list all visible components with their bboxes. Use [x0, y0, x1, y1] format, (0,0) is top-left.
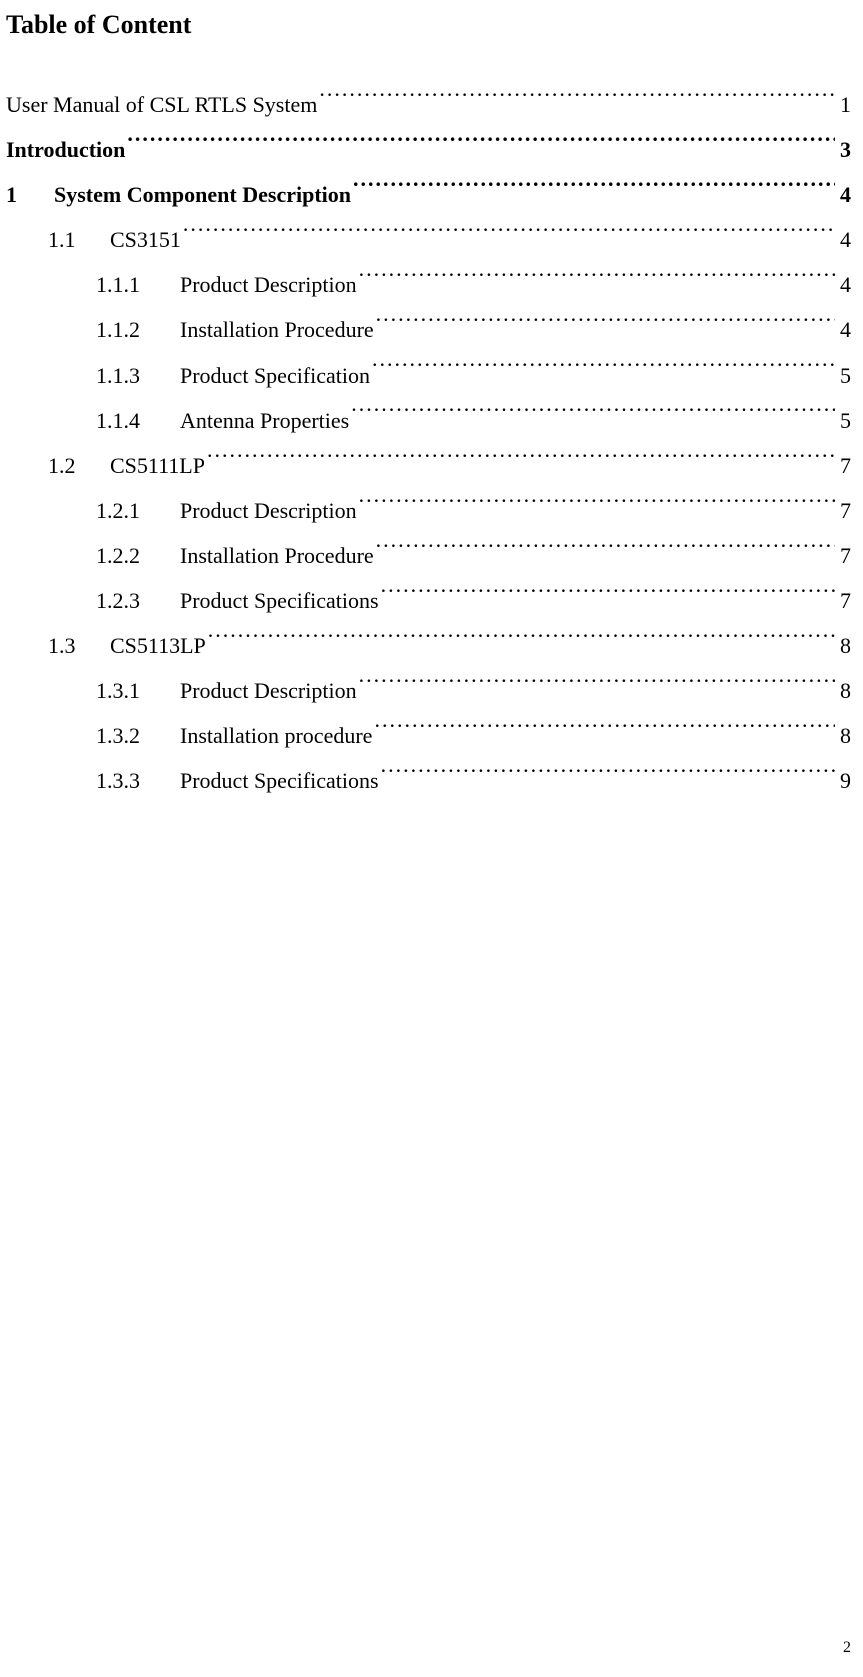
- toc-entry: User Manual of CSL RTLS System 1: [6, 82, 851, 127]
- toc-entry: 1System Component Description 4: [6, 172, 851, 217]
- toc-entry-page: 7: [837, 533, 851, 578]
- toc-entry: 1.1.4Antenna Properties 5: [6, 398, 851, 443]
- toc-entry-label: Product Specification: [180, 353, 370, 398]
- toc-entry-number: 1.3.3: [96, 758, 180, 803]
- toc-entry-label: CS5111LP: [110, 443, 205, 488]
- toc-entry-label: Installation Procedure: [180, 533, 374, 578]
- toc-entry-number: 1.3.1: [96, 668, 180, 713]
- toc-entry-page: 9: [837, 758, 851, 803]
- toc-entry-number: 1.3.2: [96, 713, 180, 758]
- toc-leader-dots: [359, 268, 835, 292]
- toc-entry-label: Installation Procedure: [180, 307, 374, 352]
- toc-entry-label: Product Description: [180, 668, 357, 713]
- toc-leader-dots: [359, 494, 835, 518]
- toc-entry: 1.2.1Product Description 7: [6, 488, 851, 533]
- toc-entry-number: 1.3: [48, 623, 110, 668]
- toc-entry-page: 8: [837, 668, 851, 713]
- toc-entry: 1.3.3Product Specifications 9: [6, 758, 851, 803]
- toc-entry-page: 7: [837, 443, 851, 488]
- toc-entry-label: Product Specifications: [180, 578, 379, 623]
- toc-entry-label: CS3151: [110, 217, 181, 262]
- toc-entry-page: 5: [837, 353, 851, 398]
- page-title: Table of Content: [6, 10, 851, 40]
- toc-entry: 1.1.3Product Specification 5: [6, 353, 851, 398]
- table-of-contents: User Manual of CSL RTLS System1Introduct…: [6, 82, 851, 804]
- toc-entry: 1.2.2Installation Procedure 7: [6, 533, 851, 578]
- toc-entry-number: 1.1.1: [96, 262, 180, 307]
- toc-entry-label: Antenna Properties: [180, 398, 349, 443]
- toc-entry-page: 8: [837, 713, 851, 758]
- toc-leader-dots: [208, 629, 835, 653]
- toc-leader-dots: [319, 88, 835, 112]
- toc-entry-page: 7: [837, 488, 851, 533]
- toc-entry-page: 8: [837, 623, 851, 668]
- toc-entry-number: 1.2.2: [96, 533, 180, 578]
- toc-entry: 1.1.2Installation Procedure 4: [6, 307, 851, 352]
- toc-entry-number: 1.2.1: [96, 488, 180, 533]
- footer-page-number: 2: [6, 1639, 851, 1657]
- toc-leader-dots: [381, 584, 835, 608]
- toc-entry: Introduction 3: [6, 127, 851, 172]
- toc-leader-dots: [127, 133, 835, 157]
- toc-entry-number: 1.1.3: [96, 353, 180, 398]
- toc-entry-label: Product Description: [180, 488, 357, 533]
- toc-leader-dots: [353, 178, 835, 202]
- toc-entry: 1.1.1Product Description 4: [6, 262, 851, 307]
- toc-entry: 1.3.1Product Description 8: [6, 668, 851, 713]
- toc-entry-label: Installation procedure: [180, 713, 372, 758]
- toc-leader-dots: [372, 358, 835, 382]
- toc-leader-dots: [381, 764, 835, 788]
- toc-leader-dots: [376, 539, 835, 563]
- toc-entry-number: 1.1.4: [96, 398, 180, 443]
- toc-leader-dots: [351, 403, 835, 427]
- toc-entry-number: 1.2.3: [96, 578, 180, 623]
- toc-entry-label: Product Specifications: [180, 758, 379, 803]
- toc-entry-number: 1.1.2: [96, 307, 180, 352]
- toc-entry-label: System Component Description: [54, 172, 351, 217]
- toc-leader-dots: [183, 223, 835, 247]
- toc-entry-label: Product Description: [180, 262, 357, 307]
- toc-entry: 1.1CS3151 4: [6, 217, 851, 262]
- toc-entry: 1.2CS5111LP 7: [6, 443, 851, 488]
- toc-entry-number: 1.1: [48, 217, 110, 262]
- toc-entry-page: 3: [837, 127, 851, 172]
- toc-entry: 1.2.3Product Specifications 7: [6, 578, 851, 623]
- toc-entry-page: 4: [837, 307, 851, 352]
- toc-entry-number: 1.2: [48, 443, 110, 488]
- toc-entry-label: User Manual of CSL RTLS System: [6, 82, 317, 127]
- toc-entry-page: 4: [837, 172, 851, 217]
- toc-leader-dots: [374, 719, 835, 743]
- toc-leader-dots: [207, 449, 835, 473]
- toc-entry-page: 7: [837, 578, 851, 623]
- toc-entry: 1.3.2Installation procedure 8: [6, 713, 851, 758]
- toc-entry-page: 4: [837, 217, 851, 262]
- toc-leader-dots: [359, 674, 835, 698]
- toc-entry-page: 4: [837, 262, 851, 307]
- toc-entry-number: 1: [6, 172, 54, 217]
- toc-entry-label: Introduction: [6, 127, 125, 172]
- toc-entry-page: 1: [837, 82, 851, 127]
- toc-entry-page: 5: [837, 398, 851, 443]
- toc-entry: 1.3CS5113LP 8: [6, 623, 851, 668]
- toc-leader-dots: [376, 313, 835, 337]
- toc-entry-label: CS5113LP: [110, 623, 206, 668]
